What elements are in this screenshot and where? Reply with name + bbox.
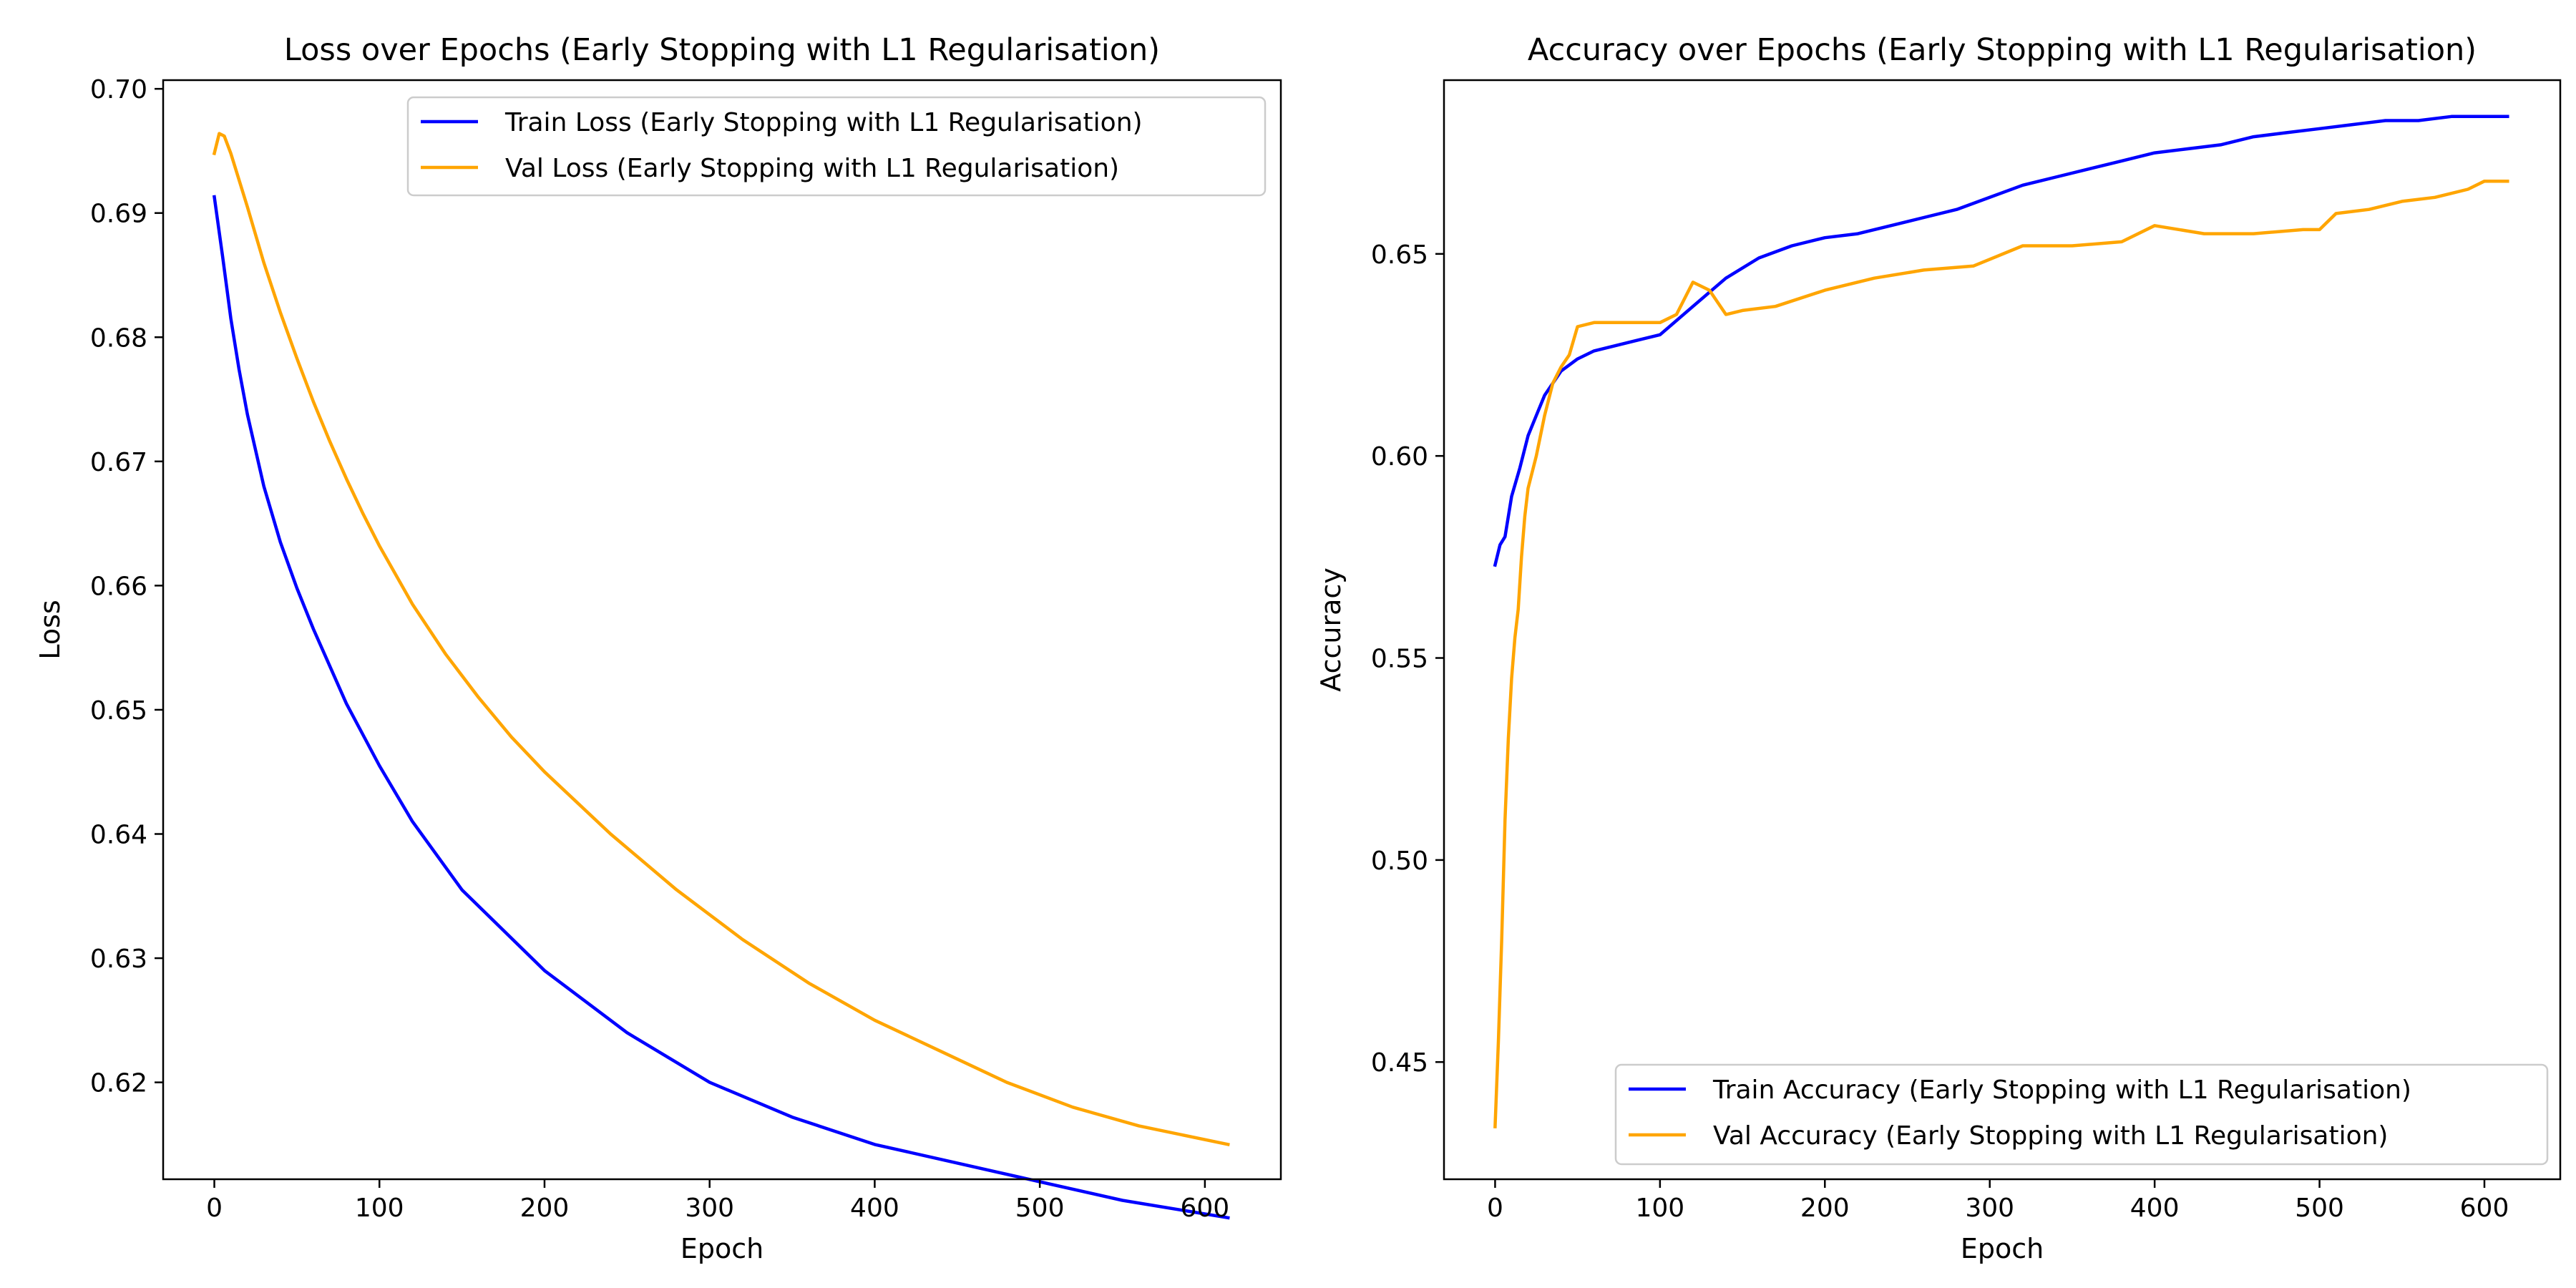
- accuracy-x-axis-label: Epoch: [1961, 1233, 2044, 1264]
- x-tick-label: 500: [1015, 1194, 1065, 1223]
- legend-label-val-accuracy: Val Accuracy (Early Stopping with L1 Reg…: [1713, 1121, 2388, 1151]
- loss-y-axis-label: Loss: [34, 600, 66, 659]
- series-line-val: [212, 132, 1230, 1147]
- x-tick-label: 300: [685, 1194, 734, 1223]
- x-tick-label: 0: [1487, 1194, 1503, 1223]
- x-tick-label: 500: [2295, 1194, 2344, 1223]
- y-tick-label: 0.63: [90, 945, 147, 974]
- x-tick-label: 400: [850, 1194, 899, 1223]
- loss-legend-box: [406, 96, 1267, 197]
- series-line-train: [212, 195, 1230, 1220]
- y-tick-label: 0.65: [1371, 240, 1428, 270]
- loss-chart-title: Loss over Epochs (Early Stopping with L1…: [284, 32, 1160, 68]
- legend-label-val-loss: Val Loss (Early Stopping with L1 Regular…: [505, 154, 1119, 183]
- accuracy-legend: Train Accuracy (Early Stopping with L1 R…: [1614, 1063, 2549, 1166]
- x-tick-label: 200: [1800, 1194, 1850, 1223]
- y-tick-label: 0.66: [90, 572, 147, 601]
- y-tick-label: 0.62: [90, 1069, 147, 1098]
- x-tick-label: 0: [206, 1194, 223, 1223]
- x-tick-label: 300: [1965, 1194, 2014, 1223]
- y-tick-label: 0.68: [90, 323, 147, 353]
- plot-frame: [1443, 79, 2562, 1181]
- x-tick-label: 600: [2460, 1194, 2509, 1223]
- loss-legend: Train Loss (Early Stopping with L1 Regul…: [406, 96, 1267, 197]
- plot-frame: [162, 79, 1282, 1181]
- loss-chart: Loss over Epochs (Early Stopping with L1…: [34, 32, 1282, 1264]
- legend-label-train-accuracy: Train Accuracy (Early Stopping with L1 R…: [1712, 1075, 2411, 1105]
- x-tick-label: 400: [2130, 1194, 2180, 1223]
- y-tick-label: 0.55: [1371, 645, 1428, 674]
- y-tick-label: 0.45: [1371, 1048, 1428, 1078]
- x-tick-label: 600: [1181, 1194, 1230, 1223]
- legend-label-train-loss: Train Loss (Early Stopping with L1 Regul…: [504, 108, 1143, 137]
- y-tick-label: 0.70: [90, 75, 147, 104]
- y-tick-label: 0.65: [90, 696, 147, 726]
- series-line-train: [1493, 114, 2509, 567]
- accuracy-legend-box: [1614, 1063, 2549, 1166]
- x-tick-label: 100: [1636, 1194, 1685, 1223]
- accuracy-chart-title: Accuracy over Epochs (Early Stopping wit…: [1528, 32, 2477, 68]
- y-tick-label: 0.69: [90, 200, 147, 229]
- series-line-val: [1493, 179, 2509, 1128]
- accuracy-chart: Accuracy over Epochs (Early Stopping wit…: [1315, 32, 2562, 1264]
- y-tick-label: 0.67: [90, 448, 147, 477]
- x-tick-label: 100: [355, 1194, 404, 1223]
- y-tick-label: 0.60: [1371, 442, 1428, 472]
- x-tick-label: 200: [520, 1194, 570, 1223]
- y-tick-label: 0.50: [1371, 847, 1428, 876]
- loss-x-axis-label: Epoch: [680, 1233, 763, 1264]
- accuracy-y-axis-label: Accuracy: [1315, 567, 1347, 692]
- y-tick-label: 0.64: [90, 821, 147, 850]
